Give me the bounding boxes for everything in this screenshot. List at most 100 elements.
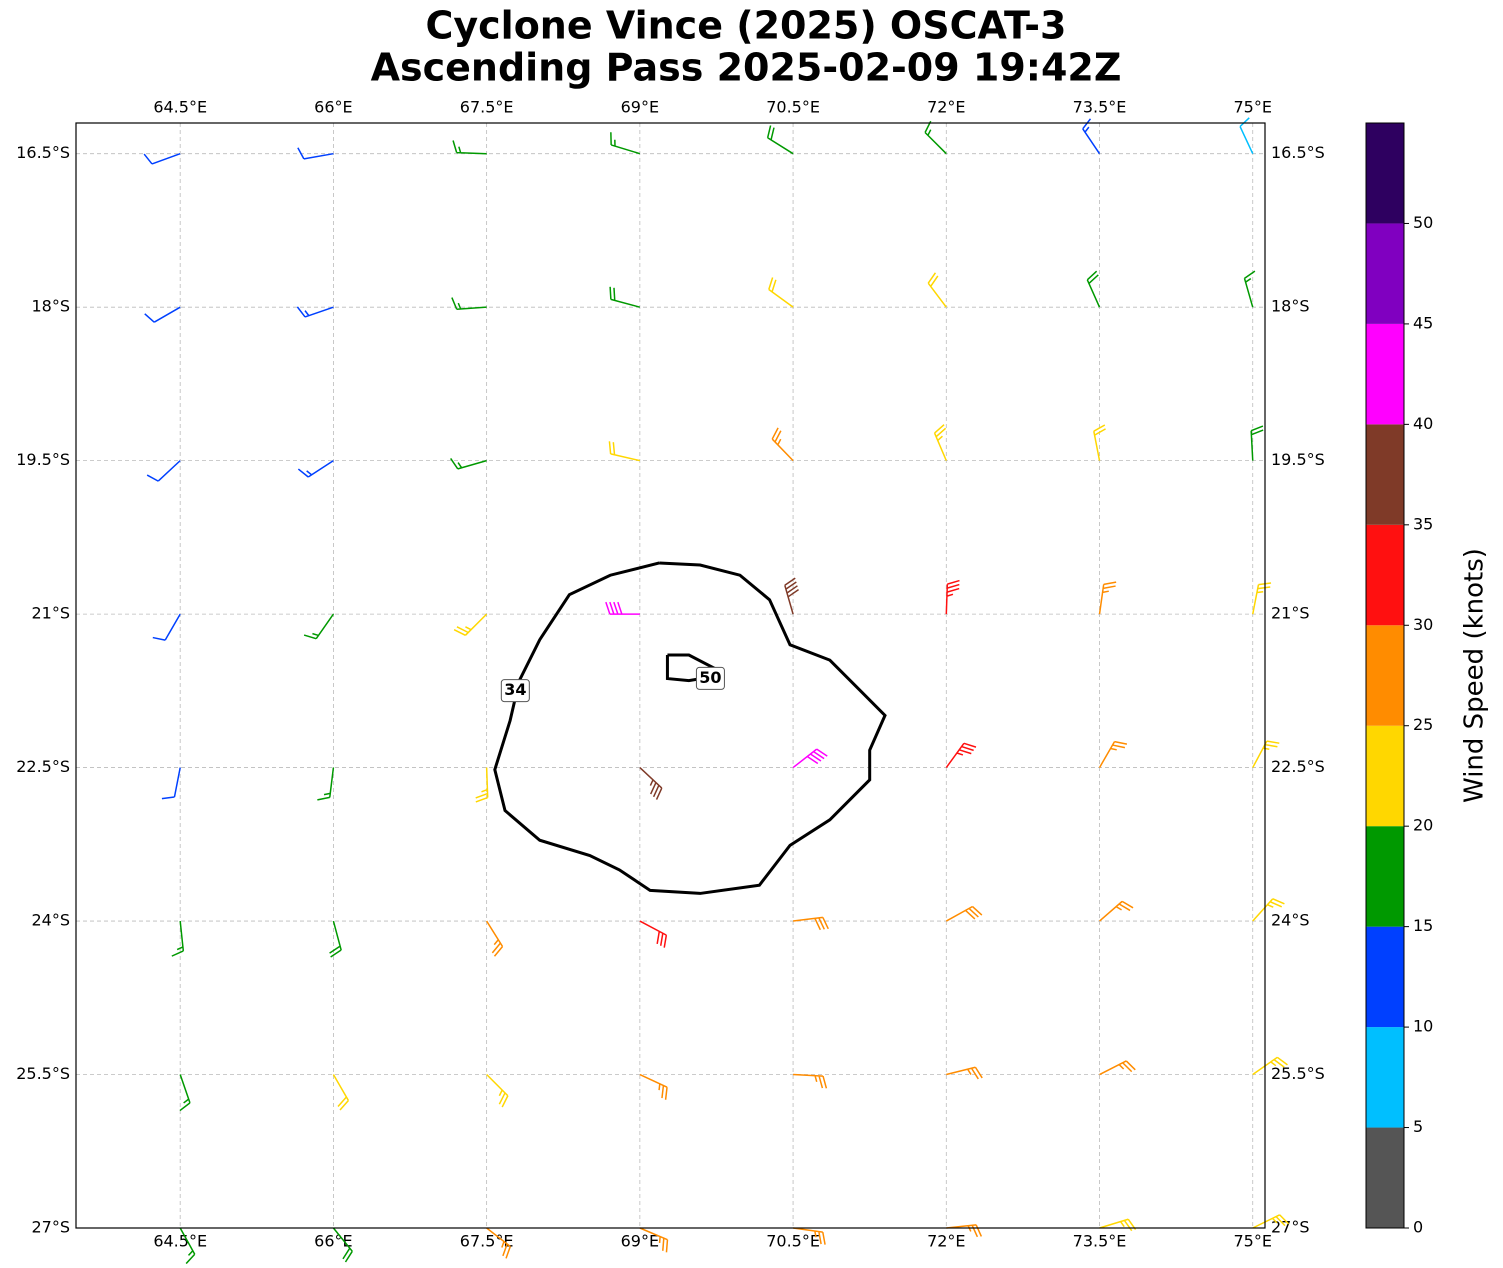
wind-barb	[1250, 425, 1264, 461]
colorbar-bin	[1366, 826, 1404, 927]
wind-barb	[639, 767, 663, 800]
wind-barb	[453, 613, 488, 636]
x-tick-label: 66°E	[314, 1232, 352, 1251]
x-tick-label: 72°E	[927, 1232, 965, 1251]
x-tick-label: 70.5°E	[766, 98, 820, 117]
wind-barb	[1252, 740, 1280, 768]
colorbar-bin	[1366, 725, 1404, 827]
wind-barb	[144, 306, 181, 323]
wind-barb	[792, 1227, 826, 1245]
wind-barb	[1093, 424, 1106, 461]
wind-barb	[297, 460, 334, 478]
wind-barb	[946, 1066, 983, 1080]
wind-barb	[332, 1227, 353, 1263]
wind-barb	[297, 147, 334, 160]
colorbar-tick-label: 5	[1413, 1117, 1423, 1136]
wind-barb	[1243, 270, 1256, 308]
wind-barb	[171, 920, 185, 957]
wind-barb	[639, 1073, 668, 1100]
wind-barb	[1099, 1218, 1137, 1232]
wind-barb	[605, 601, 640, 615]
colorbar-tick-label: 45	[1413, 313, 1433, 332]
wind-barb	[451, 297, 487, 311]
wind-barb	[485, 920, 504, 957]
wind-barb	[146, 460, 181, 482]
colorbar-tick-label: 50	[1413, 213, 1433, 232]
colorbar-tick-label: 35	[1413, 514, 1433, 533]
colorbar-bin	[1366, 323, 1404, 425]
x-tick-label: 64.5°E	[153, 98, 207, 117]
chart-title: Ascending Pass 2025-02-09 19:42Z	[371, 46, 1122, 90]
wind-barb	[486, 1073, 509, 1108]
wind-barb	[610, 132, 641, 155]
wind-barb	[1252, 898, 1285, 922]
y-tick-label: 16.5°S	[16, 143, 70, 162]
wind-barb	[768, 277, 794, 308]
wind-barb	[332, 1074, 350, 1111]
wind-barb	[945, 905, 983, 922]
x-tick-label: 67.5°E	[460, 1232, 514, 1251]
x-tick-label: 64.5°E	[153, 1232, 207, 1251]
y-tick-label: 27°S	[1271, 1218, 1310, 1237]
wind-barb	[639, 1227, 669, 1253]
colorbar-label: Wind Speed (knots)	[1460, 548, 1490, 803]
wind-barb	[766, 125, 794, 155]
wind-barb	[945, 742, 977, 769]
map-frame	[75, 122, 1266, 1229]
wind-barb	[924, 120, 947, 155]
wind-barb	[1098, 581, 1117, 615]
x-tick-label: 69°E	[621, 98, 659, 117]
y-tick-label: 21°S	[1271, 604, 1310, 623]
colorbar-tick-label: 0	[1413, 1218, 1423, 1237]
y-tick-label: 24°S	[1271, 911, 1310, 930]
wind-barb	[143, 152, 181, 165]
colorbar-bin	[1366, 1027, 1404, 1128]
y-tick-label: 25.5°S	[16, 1064, 70, 1083]
colorbar-bin	[1366, 424, 1404, 525]
colorbar-tick-label: 10	[1413, 1017, 1433, 1036]
wind-barb	[161, 767, 181, 800]
wind-barb	[609, 286, 641, 308]
wind-barb	[792, 916, 829, 931]
contour-label: 34	[504, 680, 526, 699]
y-tick-label: 16.5°S	[1271, 143, 1325, 162]
y-tick-label: 22.5°S	[1271, 757, 1325, 776]
chart-title: Cyclone Vince (2025) OSCAT-3	[425, 4, 1066, 48]
x-tick-label: 75°E	[1234, 1232, 1272, 1251]
contour-label-box	[695, 666, 725, 690]
wind-barb	[303, 613, 335, 640]
wind-barb	[486, 1227, 511, 1259]
x-tick-label: 73.5°E	[1073, 98, 1127, 117]
y-tick-label: 18°S	[1271, 297, 1310, 316]
colorbar-bin	[1366, 1127, 1404, 1228]
contour-line	[493, 561, 887, 895]
colorbar-bin	[1366, 123, 1404, 224]
colorbar-tick-label: 15	[1413, 916, 1433, 935]
y-tick-label: 25.5°S	[1271, 1064, 1325, 1083]
wind-barb	[608, 441, 641, 462]
wind-barb	[945, 579, 960, 615]
wind-barb	[1252, 1214, 1290, 1229]
colorbar-tick-label: 40	[1413, 414, 1433, 433]
wind-barb	[1099, 1060, 1136, 1076]
x-tick-label: 72°E	[927, 98, 965, 117]
colorbar-bin	[1366, 223, 1404, 324]
colorbar-bin	[1366, 524, 1404, 626]
colorbar-tick-label: 30	[1413, 615, 1433, 634]
wind-barb	[179, 1227, 196, 1265]
wind-barb	[792, 748, 828, 769]
wind-barb	[946, 1224, 983, 1238]
wind-barb	[475, 767, 489, 803]
wind-barb	[1252, 582, 1272, 615]
wind-barb	[152, 613, 181, 641]
wind-barb	[639, 920, 668, 948]
y-tick-label: 24°S	[31, 911, 70, 930]
contour-label-box	[500, 679, 530, 703]
wind-barb	[329, 920, 342, 958]
x-tick-label: 70.5°E	[766, 1232, 820, 1251]
wind-barb	[450, 458, 487, 470]
wind-barb	[452, 140, 487, 155]
y-tick-label: 22.5°S	[16, 757, 70, 776]
y-tick-label: 19.5°S	[16, 450, 70, 469]
